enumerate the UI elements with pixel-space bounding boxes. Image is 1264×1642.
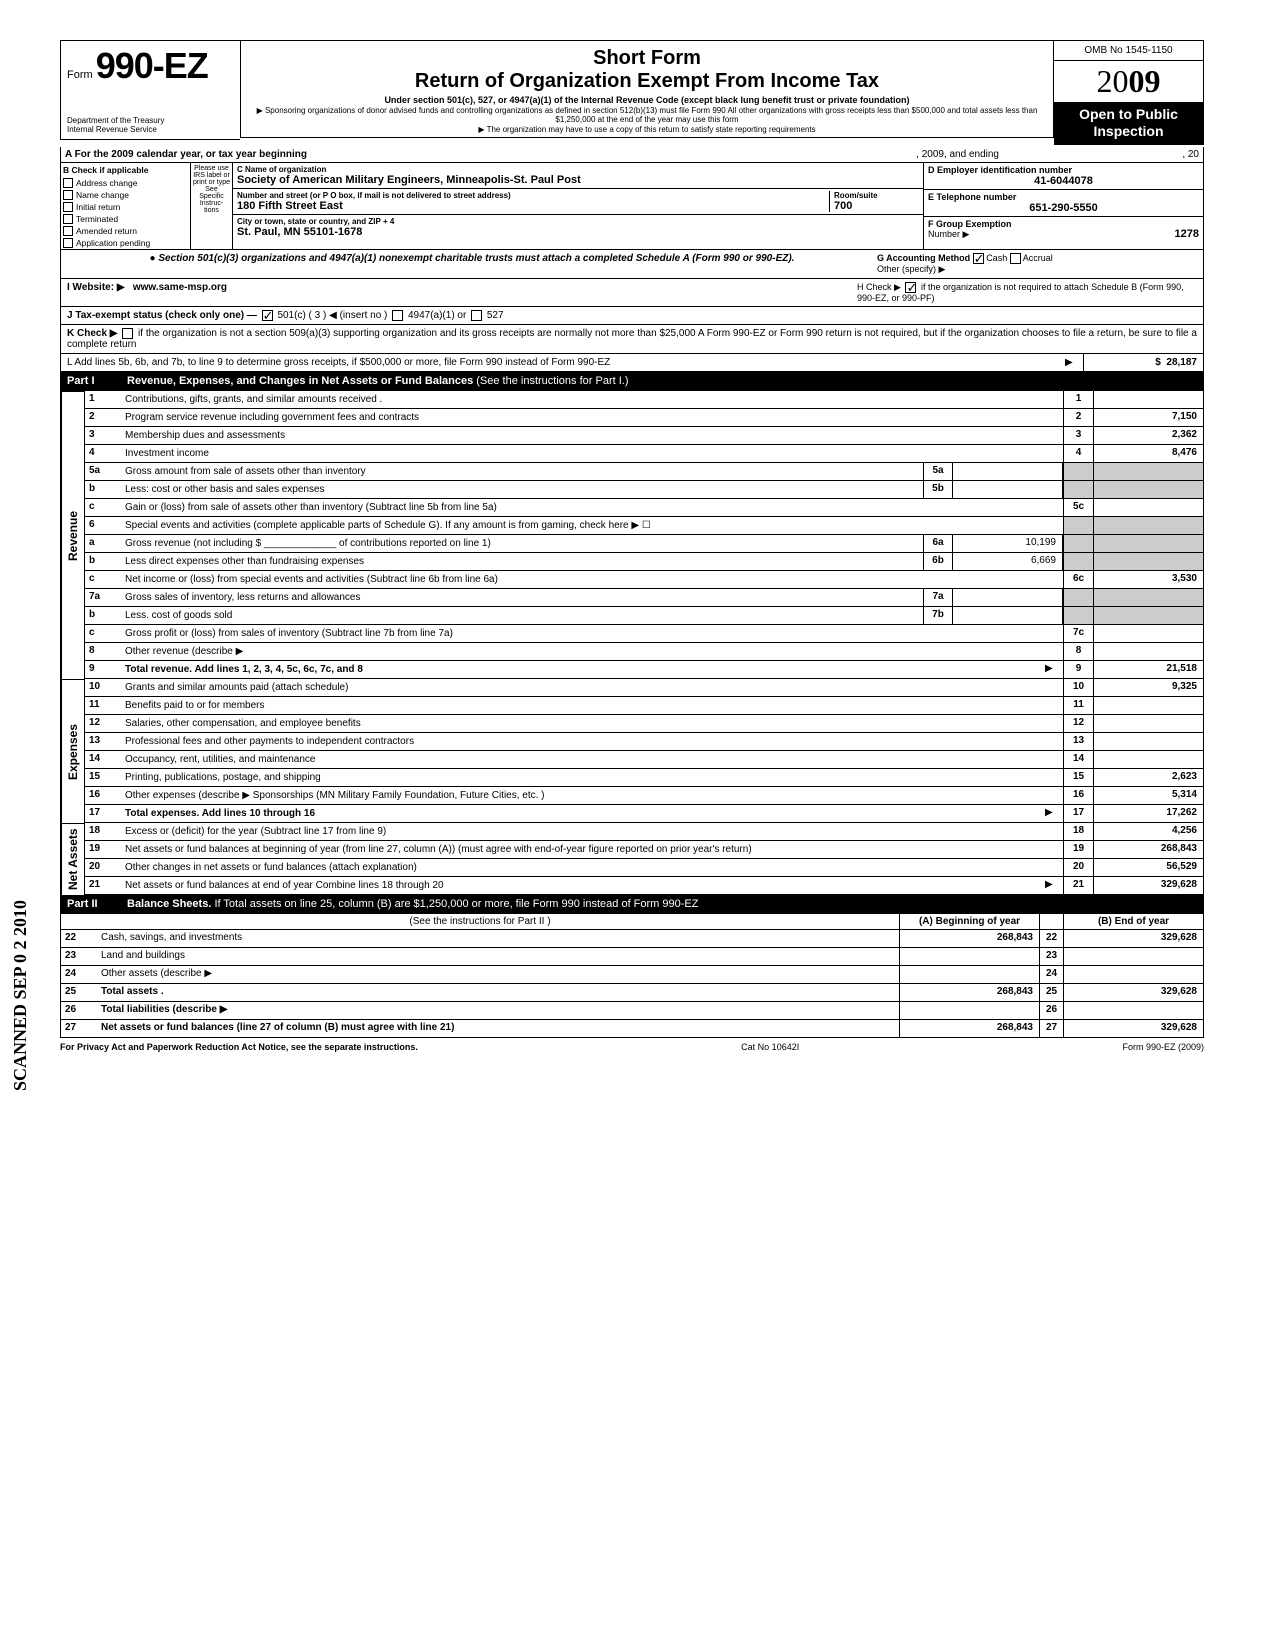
org-city: St. Paul, MN 55101-1678 bbox=[237, 226, 362, 238]
chk-cash[interactable] bbox=[973, 253, 984, 264]
table-row: 3Membership dues and assessments32,362 bbox=[85, 427, 1204, 445]
part-2-header: Part II Balance Sheets. If Total assets … bbox=[60, 895, 1204, 914]
table-row: 19Net assets or fund balances at beginni… bbox=[85, 841, 1204, 859]
room-suite: 700 bbox=[834, 200, 919, 212]
bs-row: 23 Land and buildings 23 bbox=[60, 948, 1204, 966]
title-short-form: Short Form bbox=[249, 47, 1045, 70]
org-name: Society of American Military Engineers, … bbox=[237, 174, 581, 186]
net-assets-section: Net Assets 18Excess or (deficit) for the… bbox=[60, 823, 1204, 895]
line-l-gross-receipts: L Add lines 5b, 6b, and 7b, to line 9 to… bbox=[60, 354, 1204, 372]
form-header: Form 990-EZ Department of the Treasury I… bbox=[60, 40, 1204, 145]
page-footer: For Privacy Act and Paperwork Reduction … bbox=[60, 1038, 1204, 1056]
table-row: 12Salaries, other compensation, and empl… bbox=[85, 715, 1204, 733]
table-row: 6Special events and activities (complete… bbox=[85, 517, 1204, 535]
tax-year: 2009 bbox=[1054, 61, 1203, 102]
bs-row: 24 Other assets (describe ▶ 24 bbox=[60, 966, 1204, 984]
open-to-public: Open to Public Inspection bbox=[1054, 102, 1203, 144]
revenue-section: Revenue 1Contributions, gifts, grants, a… bbox=[60, 391, 1204, 679]
bs-row: 26 Total liabilities (describe ▶ 26 bbox=[60, 1002, 1204, 1020]
group-exemption: 1278 bbox=[1012, 228, 1199, 240]
bs-column-header: (See the instructions for Part II ) (A) … bbox=[60, 914, 1204, 930]
org-address: 180 Fifth Street East bbox=[237, 200, 829, 212]
row-a-tax-year: A For the 2009 calendar year, or tax yea… bbox=[60, 147, 1204, 163]
table-row: 7aGross sales of inventory, less returns… bbox=[85, 589, 1204, 607]
part-1-header: Part I Revenue, Expenses, and Changes in… bbox=[60, 372, 1204, 391]
chk-4947[interactable] bbox=[392, 310, 403, 321]
table-row: 9Total revenue. Add lines 1, 2, 3, 4, 5c… bbox=[85, 661, 1204, 679]
header-grid: B Check if applicable Address change Nam… bbox=[60, 163, 1204, 250]
chk-501c[interactable] bbox=[262, 310, 273, 321]
form-number: 990-EZ bbox=[96, 45, 208, 86]
chk-terminated[interactable] bbox=[63, 214, 73, 224]
table-row: 14Occupancy, rent, utilities, and mainte… bbox=[85, 751, 1204, 769]
line-j-tax-status: J Tax-exempt status (check only one) — 5… bbox=[60, 307, 1204, 325]
table-row: 11Benefits paid to or for members11 bbox=[85, 697, 1204, 715]
line-i-website: I Website: ▶ www.same-msp.org H Check ▶ … bbox=[60, 279, 1204, 307]
chk-address-change[interactable] bbox=[63, 178, 73, 188]
ein: 41-6044078 bbox=[928, 175, 1199, 187]
table-row: 15Printing, publications, postage, and s… bbox=[85, 769, 1204, 787]
table-row: 21Net assets or fund balances at end of … bbox=[85, 877, 1204, 895]
website-value: www.same-msp.org bbox=[133, 282, 227, 293]
form-prefix: Form bbox=[67, 69, 93, 81]
table-row: bLess direct expenses other than fundrai… bbox=[85, 553, 1204, 571]
bs-row: 27 Net assets or fund balances (line 27 … bbox=[60, 1020, 1204, 1038]
dept-irs: Internal Revenue Service bbox=[67, 126, 234, 135]
gross-receipts: 28,187 bbox=[1166, 357, 1197, 368]
table-row: cNet income or (loss) from special event… bbox=[85, 571, 1204, 589]
chk-k[interactable] bbox=[122, 328, 133, 339]
col-right-ids: D Employer identification number 41-6044… bbox=[923, 163, 1203, 249]
note-copy: ▶ The organization may have to use a cop… bbox=[249, 125, 1045, 135]
scanned-stamp: SCANNED SEP 0 2 2010 bbox=[10, 900, 31, 1091]
line-k: K Check ▶ if the organization is not a s… bbox=[60, 325, 1204, 354]
chk-h[interactable] bbox=[905, 282, 916, 293]
table-row: 8Other revenue (describe ▶8 bbox=[85, 643, 1204, 661]
table-row: 2Program service revenue including gover… bbox=[85, 409, 1204, 427]
table-row: bLess. cost of goods sold7b bbox=[85, 607, 1204, 625]
telephone: 651-290-5550 bbox=[928, 202, 1199, 214]
chk-initial-return[interactable] bbox=[63, 202, 73, 212]
expenses-section: Expenses 10Grants and similar amounts pa… bbox=[60, 679, 1204, 823]
bs-row: 22 Cash, savings, and investments 268,84… bbox=[60, 930, 1204, 948]
table-row: aGross revenue (not including $ ________… bbox=[85, 535, 1204, 553]
table-row: 20Other changes in net assets or fund ba… bbox=[85, 859, 1204, 877]
note-sponsoring: ▶ Sponsoring organizations of donor advi… bbox=[249, 106, 1045, 125]
chk-pending[interactable] bbox=[63, 238, 73, 248]
subtitle: Under section 501(c), 527, or 4947(a)(1)… bbox=[249, 95, 1045, 106]
table-row: 18Excess or (deficit) for the year (Subt… bbox=[85, 823, 1204, 841]
table-row: cGain or (loss) from sale of assets othe… bbox=[85, 499, 1204, 517]
table-row: 5aGross amount from sale of assets other… bbox=[85, 463, 1204, 481]
title-return: Return of Organization Exempt From Incom… bbox=[249, 70, 1045, 93]
irs-instructions: Please use IRS label or print or type Se… bbox=[191, 163, 233, 249]
col-b-checkboxes: B Check if applicable Address change Nam… bbox=[61, 163, 191, 249]
table-row: 1Contributions, gifts, grants, and simil… bbox=[85, 391, 1204, 409]
chk-accrual[interactable] bbox=[1010, 253, 1021, 264]
chk-527[interactable] bbox=[471, 310, 482, 321]
col-c-org-info: C Name of organization Society of Americ… bbox=[233, 163, 923, 249]
table-row: cGross profit or (loss) from sales of in… bbox=[85, 625, 1204, 643]
table-row: 17Total expenses. Add lines 10 through 1… bbox=[85, 805, 1204, 823]
table-row: 4Investment income48,476 bbox=[85, 445, 1204, 463]
omb-number: OMB No 1545-1150 bbox=[1054, 41, 1203, 61]
table-row: 16Other expenses (describe ▶ Sponsorship… bbox=[85, 787, 1204, 805]
table-row: 10Grants and similar amounts paid (attac… bbox=[85, 679, 1204, 697]
table-row: bLess: cost or other basis and sales exp… bbox=[85, 481, 1204, 499]
table-row: 13Professional fees and other payments t… bbox=[85, 733, 1204, 751]
bs-row: 25 Total assets . 268,843 25 329,628 bbox=[60, 984, 1204, 1002]
chk-name-change[interactable] bbox=[63, 190, 73, 200]
section-501-note: ● Section 501(c)(3) organizations and 49… bbox=[60, 250, 1204, 279]
chk-amended[interactable] bbox=[63, 226, 73, 236]
